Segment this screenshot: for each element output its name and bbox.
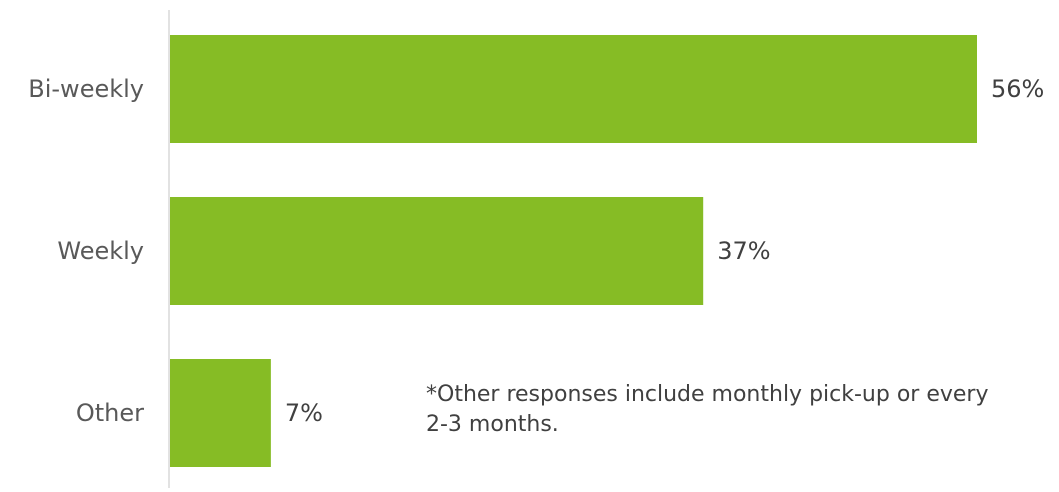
bar-bi-weekly: [170, 35, 977, 143]
footnote-line-1: *Other responses include monthly pick-up…: [426, 382, 988, 407]
data-label-bi-weekly: 56%: [991, 75, 1044, 103]
data-labels: 56% 37% 7%: [285, 75, 1044, 427]
category-label-other: Other: [76, 399, 144, 427]
category-label-bi-weekly: Bi-weekly: [28, 75, 144, 103]
data-label-other: 7%: [285, 399, 323, 427]
footnote-annotation: *Other responses include monthly pick-up…: [426, 382, 995, 437]
bar-weekly: [170, 197, 704, 305]
bar-other: [170, 359, 271, 467]
footnote-line-2: 2-3 months.: [426, 412, 559, 437]
bars-group: [170, 35, 977, 467]
data-label-weekly: 37%: [717, 237, 770, 265]
category-label-weekly: Weekly: [57, 237, 144, 265]
category-labels: Bi-weekly Weekly Other: [28, 75, 144, 427]
